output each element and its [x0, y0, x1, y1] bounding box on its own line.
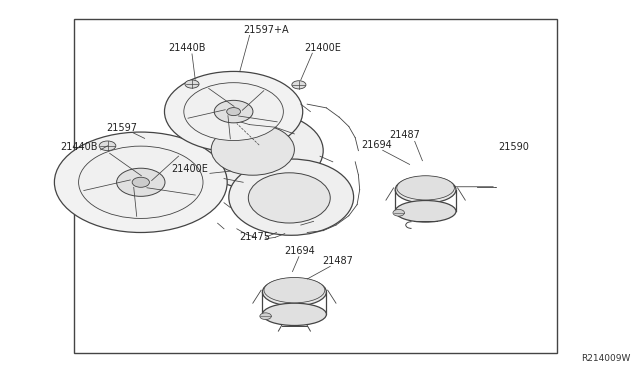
Circle shape [185, 80, 199, 88]
Bar [74, 19, 557, 353]
Circle shape [79, 146, 203, 218]
Text: 21400E: 21400E [304, 43, 341, 53]
Text: 21694: 21694 [284, 246, 315, 256]
Circle shape [214, 100, 253, 123]
Ellipse shape [262, 278, 326, 306]
Ellipse shape [262, 303, 326, 326]
Circle shape [132, 177, 150, 187]
Text: 21475: 21475 [239, 231, 270, 241]
Text: 21597+A: 21597+A [243, 25, 289, 35]
Circle shape [393, 209, 404, 216]
Ellipse shape [211, 124, 294, 175]
Text: 21487: 21487 [323, 256, 353, 266]
Text: 21487: 21487 [390, 130, 420, 140]
Circle shape [292, 81, 306, 89]
Ellipse shape [396, 176, 456, 203]
Circle shape [99, 141, 116, 151]
Text: 21440B: 21440B [168, 43, 205, 53]
Text: 21597: 21597 [106, 123, 137, 133]
Ellipse shape [248, 173, 330, 223]
Ellipse shape [397, 176, 454, 200]
Text: 21440B: 21440B [60, 142, 97, 152]
Text: 21400E: 21400E [172, 164, 209, 174]
Circle shape [164, 71, 303, 152]
Text: 21590: 21590 [498, 141, 529, 151]
Ellipse shape [195, 112, 323, 190]
Circle shape [116, 168, 165, 196]
Ellipse shape [264, 278, 325, 303]
Ellipse shape [229, 159, 354, 235]
Text: 21694: 21694 [361, 140, 392, 150]
Circle shape [227, 108, 241, 116]
Circle shape [54, 132, 227, 232]
Text: R214009W: R214009W [581, 354, 630, 363]
Ellipse shape [396, 201, 456, 222]
Circle shape [260, 313, 271, 320]
Circle shape [184, 83, 284, 141]
